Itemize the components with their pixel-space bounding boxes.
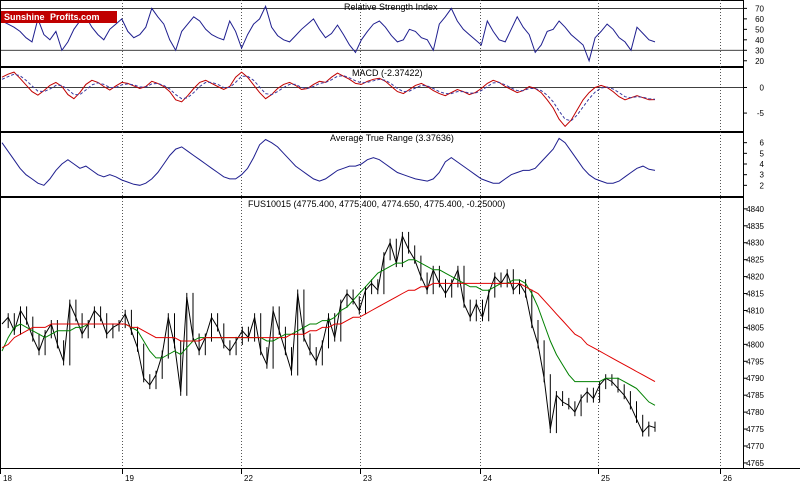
series-line-p2-1 [1,71,656,128]
ytick-label-p4-6: 4795 [746,357,764,366]
ytick-label-p3-0: 2 [760,181,765,190]
ytick-label-p2-1: -5 [757,109,765,118]
panel-frame-1 [0,0,744,67]
panel-frame-2 [0,67,744,132]
logo-text-profits: Profits.com [50,12,100,22]
ytick-label-p3-1: 3 [760,171,765,180]
ytick-label-p1-1: 30 [755,46,764,55]
panel-title-3: Average True Range (3.37636) [330,133,454,143]
logo-text-sunshine: Sunshine [4,12,45,22]
ytick-label-p4-0: 4765 [746,459,764,468]
panel-title-2: MACD (-2.37422) [352,68,423,78]
ytick-label-p3-2: 4 [760,160,765,169]
xtick-label-25: 25 [601,474,610,483]
series-line-p2-2 [1,73,656,122]
ytick-label-p1-0: 20 [755,57,764,66]
ytick-label-p4-12: 4825 [746,256,764,265]
ytick-label-p1-2: 40 [755,36,764,45]
ytick-label-p4-8: 4805 [746,323,764,332]
ytick-label-p4-14: 4835 [746,222,764,231]
xtick-label-19: 19 [125,474,134,483]
ytick-label-p1-3: 50 [755,25,764,34]
panel-title-4: FUS10015 (4775.400, 4775.400, 4774.650, … [248,199,505,209]
ytick-label-p4-9: 4810 [746,306,764,315]
ytick-label-p4-7: 4800 [746,340,764,349]
panel-title-1: Relative Strength Index [344,2,438,12]
ytick-label-p4-1: 4770 [746,442,764,451]
ytick-label-p2-0: 0 [760,83,765,92]
ytick-label-p4-11: 4820 [746,273,764,282]
ytick-label-p4-2: 4775 [746,425,764,434]
ytick-label-p1-5: 70 [755,4,764,13]
ytick-label-p4-13: 4830 [746,239,764,248]
ytick-label-p3-4: 6 [760,139,765,148]
ytick-label-p4-10: 4815 [746,290,764,299]
xtick-label-18: 18 [3,474,12,483]
ytick-label-p3-3: 5 [760,149,765,158]
logo-background [1,11,117,23]
xtick-label-23: 23 [363,474,372,483]
series-line-p1-1 [1,4,656,63]
xtick-label-24: 24 [483,474,492,483]
series-line-p3-1 [1,137,656,186]
ytick-label-p4-5: 4790 [746,374,764,383]
series-line-p4-3 [1,282,656,383]
ytick-label-p4-15: 4840 [746,205,764,214]
ytick-label-p1-4: 60 [755,15,764,24]
ytick-label-p4-4: 4785 [746,391,764,400]
xtick-label-26: 26 [723,474,732,483]
xtick-label-22: 22 [244,474,253,483]
ytick-label-p4-3: 4780 [746,408,764,417]
